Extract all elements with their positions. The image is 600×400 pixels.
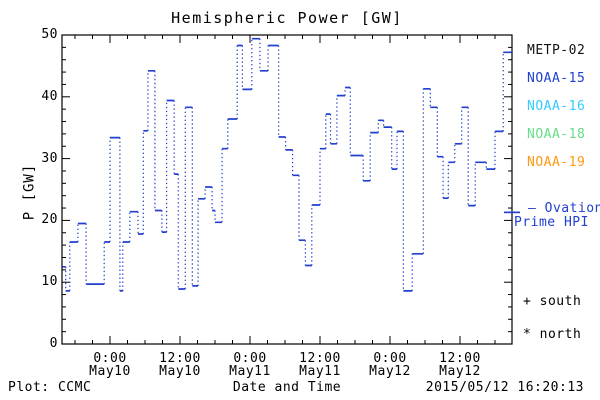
hpi-step-connectors: [65, 38, 504, 291]
asterisk-marker-icon: *: [523, 327, 532, 342]
x-tick-date: May11: [299, 364, 341, 379]
x-tick-time: 12:00: [299, 351, 341, 366]
x-tick-time: 12:00: [439, 351, 481, 366]
x-tick-label: 12:00 May11: [285, 352, 355, 378]
plot-frame: [61, 34, 513, 345]
plot-source-label: Plot: CCMC: [8, 380, 92, 395]
legend-item-noaa-15: NOAA-15: [527, 71, 586, 86]
ovation-legend-line2: Prime HPI: [514, 215, 589, 230]
south-label: south: [539, 294, 582, 309]
y-tick-label: 0: [49, 336, 58, 351]
x-tick-date: May12: [439, 364, 481, 379]
x-tick-label: 12:00 May10: [145, 352, 215, 378]
x-tick-label: 0:00 May10: [75, 352, 145, 378]
y-tick-label: 10: [41, 274, 58, 290]
legend-item-noaa-19: NOAA-19: [527, 155, 586, 170]
x-tick-label: 0:00 May12: [355, 352, 425, 378]
hpi-step-segments: [62, 37, 512, 292]
x-tick-time: 0:00: [373, 351, 407, 366]
y-tick-label: 30: [41, 150, 58, 166]
legend-item-noaa-18: NOAA-18: [527, 127, 586, 142]
north-marker-legend: * north: [523, 328, 581, 341]
x-tick-time: 12:00: [159, 351, 201, 366]
x-tick-date: May12: [369, 364, 411, 379]
south-marker-legend: + south: [523, 295, 581, 308]
x-tick-label: 0:00 May11: [215, 352, 285, 378]
y-tick-label: 40: [41, 88, 58, 104]
y-axis-label: P [GW]: [21, 163, 38, 221]
ovation-legend-line1: – Ovation: [528, 201, 600, 216]
plus-marker-icon: +: [523, 294, 532, 309]
x-tick-label: 12:00 May12: [425, 352, 495, 378]
x-tick-date: May10: [89, 364, 131, 379]
y-tick-label: 20: [41, 212, 58, 228]
north-label: north: [539, 327, 582, 342]
page-title: Hemispheric Power [GW]: [171, 9, 403, 27]
legend-item-metp-02: METP-02: [527, 43, 586, 58]
legend-item-noaa-16: NOAA-16: [527, 99, 586, 114]
x-axis-title: Date and Time: [232, 380, 342, 395]
x-tick-date: May11: [229, 364, 271, 379]
y-tick-label: 50: [41, 27, 58, 42]
x-tick-date: May10: [159, 364, 201, 379]
timestamp-label: 2015/05/12 16:20:13: [425, 380, 584, 395]
x-tick-time: 0:00: [233, 351, 267, 366]
x-tick-time: 0:00: [93, 351, 127, 366]
